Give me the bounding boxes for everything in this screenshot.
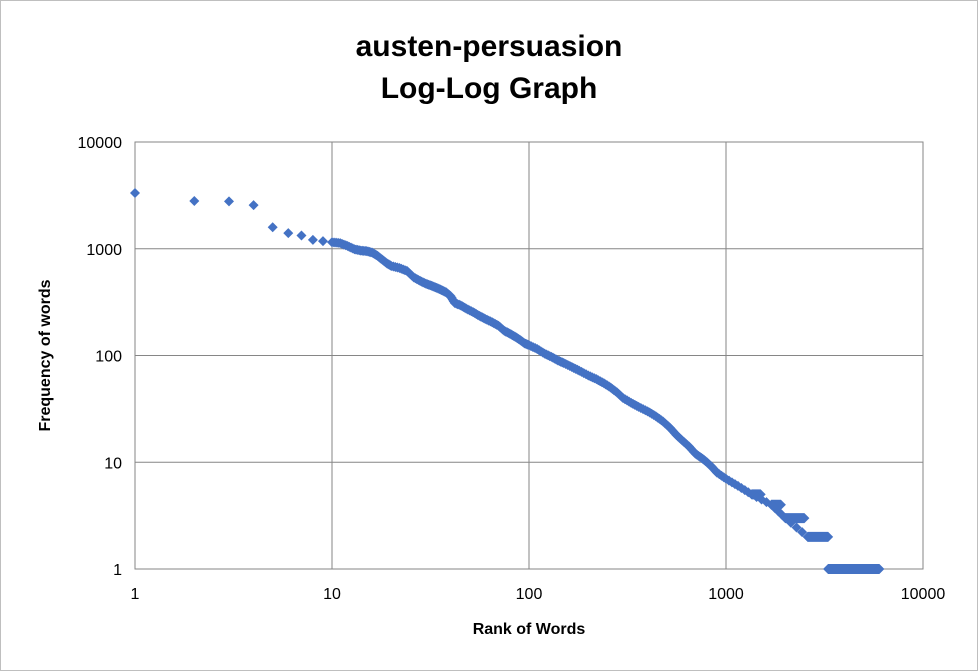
plot-area-border <box>134 141 924 570</box>
x-tick-label: 1 <box>131 586 140 603</box>
data-series <box>130 187 885 574</box>
data-point <box>189 196 200 207</box>
y-axis-label: Frequency of words <box>37 279 54 431</box>
data-point <box>839 564 850 574</box>
data-point <box>780 513 791 524</box>
y-tick-label: 10 <box>104 455 122 472</box>
x-axis-label: Rank of Words <box>473 621 586 638</box>
x-tick-label: 10 <box>323 586 341 603</box>
data-point-run <box>823 564 885 574</box>
chart-subtitle: Log-Log Graph <box>380 72 598 105</box>
data-point <box>785 517 796 528</box>
data-point <box>267 222 278 233</box>
data-point <box>823 564 834 574</box>
data-point <box>307 234 318 245</box>
data-point <box>874 564 885 574</box>
data-point-run <box>802 531 834 542</box>
data-point <box>223 196 234 207</box>
x-axis-ticks: 1 10 100 1000 10000 <box>131 586 946 603</box>
data-point <box>797 527 808 538</box>
data-point <box>283 228 294 239</box>
data-point <box>858 564 869 574</box>
chart-title: austen-persuasion <box>355 30 623 63</box>
data-point <box>791 522 802 533</box>
data-point <box>296 230 307 241</box>
data-point <box>130 187 140 198</box>
data-point <box>802 531 813 542</box>
y-axis-ticks: 1 10 100 1000 10000 <box>78 135 123 579</box>
y-tick-label: 1 <box>113 562 122 579</box>
x-tick-label: 100 <box>516 586 543 603</box>
y-tick-label: 100 <box>95 349 122 366</box>
x-tick-label: 1000 <box>708 586 744 603</box>
x-tick-label: 10000 <box>901 586 946 603</box>
y-tick-label: 10000 <box>78 135 123 152</box>
y-tick-label: 1000 <box>86 242 122 259</box>
data-point <box>248 200 259 211</box>
data-point <box>317 236 328 247</box>
